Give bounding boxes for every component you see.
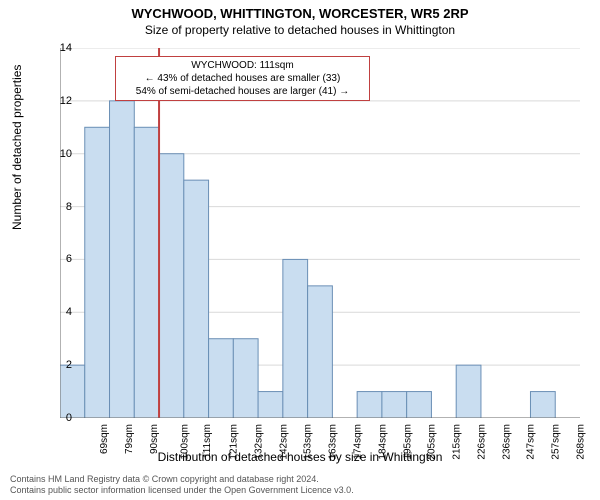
- x-axis-label: Distribution of detached houses by size …: [0, 450, 600, 464]
- ytick-label: 14: [42, 42, 72, 54]
- ytick-label: 6: [42, 253, 72, 265]
- footer-line2: Contains public sector information licen…: [10, 485, 354, 496]
- footer: Contains HM Land Registry data © Crown c…: [10, 474, 354, 496]
- chart-svg: [60, 48, 580, 418]
- ytick-label: 4: [42, 306, 72, 318]
- annotation-box: WYCHWOOD: 111sqm ← 43% of detached house…: [115, 56, 370, 101]
- ytick-label: 8: [42, 201, 72, 213]
- annotation-line1: WYCHWOOD: 111sqm: [120, 59, 365, 72]
- chart-area: WYCHWOOD: 111sqm ← 43% of detached house…: [60, 48, 580, 418]
- annotation-line3: 54% of semi-detached houses are larger (…: [120, 85, 365, 98]
- annotation-line2: ← 43% of detached houses are smaller (33…: [120, 72, 365, 85]
- y-axis-label: Number of detached properties: [10, 65, 24, 230]
- ytick-label: 2: [42, 359, 72, 371]
- ytick-label: 12: [42, 95, 72, 107]
- ytick-label: 10: [42, 148, 72, 160]
- ytick-label: 0: [42, 412, 72, 424]
- footer-line1: Contains HM Land Registry data © Crown c…: [10, 474, 354, 485]
- chart-title-main: WYCHWOOD, WHITTINGTON, WORCESTER, WR5 2R…: [0, 0, 600, 21]
- chart-title-sub: Size of property relative to detached ho…: [0, 21, 600, 37]
